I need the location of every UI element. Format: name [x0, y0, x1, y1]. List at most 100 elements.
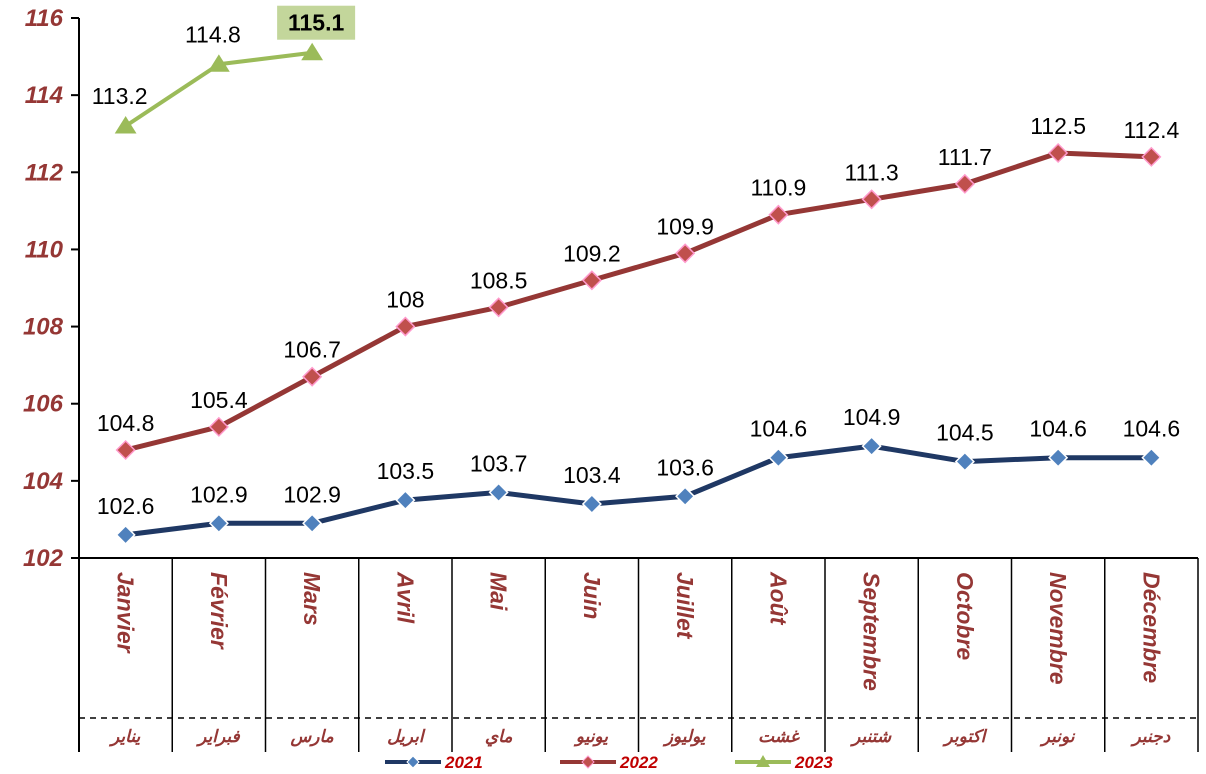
data-label-2022: 111.7: [938, 144, 992, 170]
point-marker-2021: [208, 513, 229, 534]
category-label-ar: ماي: [485, 727, 513, 747]
data-label-2022: 112.5: [1030, 113, 1086, 139]
point-marker-2021: [768, 447, 789, 468]
data-label-2021: 104.6: [1029, 416, 1087, 442]
category-label-fr: Juillet: [672, 572, 698, 640]
point-marker-2022: [208, 416, 229, 437]
category-label-ar: يونيو: [573, 727, 608, 747]
category-label-fr: Mai: [486, 572, 512, 611]
point-marker-2022: [395, 316, 416, 337]
data-label-2022: 104.8: [97, 410, 155, 436]
category-label-fr: Juin: [579, 572, 605, 619]
data-label-2021: 103.5: [377, 458, 435, 484]
category-label-fr: Octobre: [952, 572, 978, 660]
data-label-2021: 102.9: [283, 481, 341, 507]
data-label-2022: 108: [386, 287, 424, 313]
y-tick-label: 104: [23, 468, 63, 495]
data-label-2021: 103.4: [563, 462, 621, 488]
legend-label-2023: 2023: [794, 753, 833, 772]
data-label-2021: 103.6: [656, 454, 714, 480]
series-line-2022: [125, 150, 1152, 453]
category-label-fr: Janvier: [113, 572, 139, 654]
category-label-ar: يوليوز: [662, 727, 706, 747]
y-tick-label: 102: [23, 545, 64, 572]
point-marker-2022: [581, 270, 602, 291]
point-marker-2021: [581, 493, 602, 515]
data-label-2021: 103.7: [470, 450, 528, 476]
point-marker-2022: [488, 297, 509, 318]
data-label-2021: 102.6: [97, 493, 155, 519]
point-marker-2022: [675, 243, 696, 264]
legend-marker-2023: [756, 755, 770, 767]
category-label-ar: شتنبر: [849, 727, 892, 747]
legend-marker-2022: [581, 755, 595, 769]
point-marker-2021: [1048, 447, 1069, 468]
data-label-2022: 109.9: [656, 213, 714, 239]
data-label-2021: 104.5: [936, 420, 994, 446]
point-marker-2022: [302, 366, 323, 387]
y-tick-label: 108: [23, 314, 64, 341]
point-marker-2021: [675, 486, 696, 507]
data-label-2022: 108.5: [470, 267, 528, 293]
point-marker-2021: [954, 451, 975, 472]
data-label-2021: 102.9: [190, 481, 248, 507]
category-label-ar: فبراير: [195, 727, 240, 747]
point-marker-2021: [395, 490, 416, 511]
x-axis-categories: Janvier يناير Février فبراير Mars مارس Avril اب…: [108, 571, 1171, 747]
point-marker-2023: [207, 54, 230, 72]
category-label-ar: ابريل: [387, 727, 426, 747]
point-marker-2022: [1048, 142, 1069, 164]
data-label-2023: 115.1: [288, 10, 344, 36]
y-tick-label: 110: [25, 236, 64, 263]
category-label-fr: Août: [765, 571, 791, 626]
y-tick-label: 114: [25, 82, 63, 109]
data-label-2022: 106.7: [283, 337, 341, 363]
data-label-2021: 104.9: [843, 404, 901, 430]
category-label-ar: مارس: [290, 727, 335, 747]
y-axis-ticks: 102 104 106 108 110 112 114 116: [23, 5, 79, 572]
point-marker-2023: [114, 116, 137, 134]
point-marker-2021: [115, 524, 136, 545]
point-marker-2021: [302, 513, 323, 534]
point-marker-2021: [488, 482, 509, 503]
series-line-2021: [125, 443, 1152, 538]
category-label-fr: Septembre: [859, 572, 885, 691]
data-label-2022: 105.4: [190, 387, 248, 413]
legend: 2021 2022 2023: [385, 753, 833, 772]
data-label-2022: 112.4: [1123, 117, 1179, 143]
category-label-fr: Mars: [299, 572, 325, 626]
legend-label-2022: 2022: [619, 753, 658, 772]
category-label-ar: نونبر: [1039, 727, 1076, 747]
point-marker-2022: [861, 189, 882, 210]
data-labels: 102.6 102.9 102.9 103.5 103.7 103.4 103.6 104.6…: [92, 5, 1181, 519]
point-marker-2021: [861, 436, 882, 457]
category-label-ar: دجنبر: [1130, 727, 1171, 747]
point-marker-2022: [768, 204, 789, 225]
chart-axes: [78, 18, 1199, 752]
data-label-2021: 104.6: [750, 416, 808, 442]
data-label-2023: 114.8: [185, 21, 241, 47]
data-label-2021: 104.6: [1123, 416, 1181, 442]
y-tick-label: 112: [25, 159, 64, 186]
category-label-ar: يناير: [108, 727, 140, 747]
legend-marker-2021: [406, 755, 420, 769]
y-tick-label: 106: [23, 391, 64, 418]
point-marker-2022: [954, 173, 975, 194]
category-label-ar: غشت: [758, 727, 801, 747]
point-marker-2022: [1141, 146, 1162, 167]
data-label-highlight: [277, 5, 356, 40]
point-marker-2021: [1141, 447, 1162, 468]
data-label-2022: 110.9: [750, 175, 806, 201]
category-label-fr: Février: [206, 572, 232, 650]
data-label-2023: 113.2: [92, 83, 148, 109]
data-label-2022: 109.2: [563, 240, 621, 266]
point-marker-2023: [301, 42, 324, 61]
category-label-ar: اكتوبر: [941, 727, 987, 747]
category-label-fr: Avril: [392, 571, 418, 624]
category-label-fr: Novembre: [1045, 572, 1071, 685]
y-tick-label: 116: [25, 5, 64, 32]
legend-label-2021: 2021: [444, 753, 483, 772]
point-marker-2022: [115, 439, 136, 461]
category-label-fr: Décembre: [1138, 572, 1164, 683]
